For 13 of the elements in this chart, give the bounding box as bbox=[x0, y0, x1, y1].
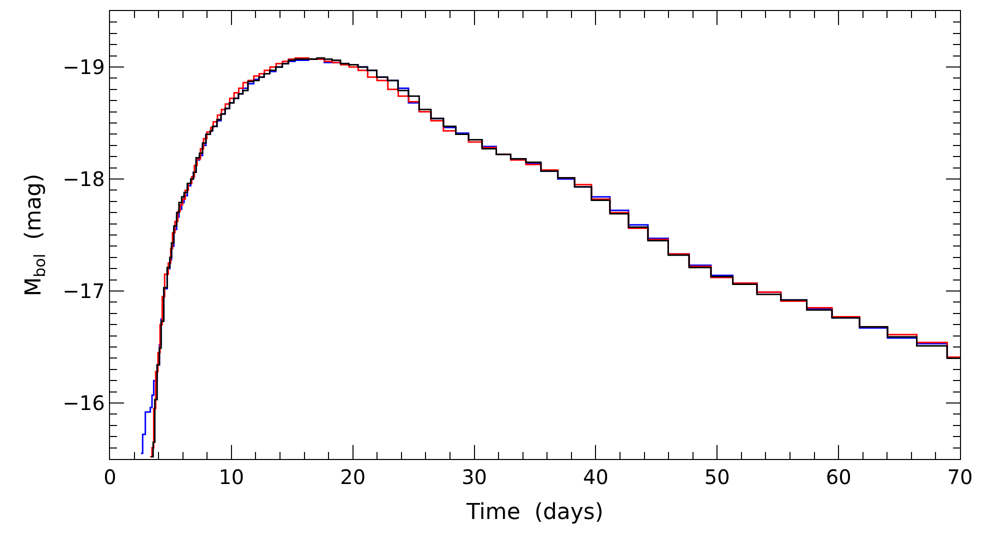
x-tick-label: 60 bbox=[826, 465, 852, 490]
x-tick-label: 0 bbox=[104, 465, 116, 490]
x-tick-label: 30 bbox=[462, 465, 488, 490]
y-tick-label: −16 bbox=[62, 391, 105, 415]
y-tick-label: −17 bbox=[62, 279, 105, 303]
x-tick-label: 50 bbox=[704, 465, 730, 490]
x-tick-label: 10 bbox=[218, 465, 244, 490]
x-tick-label: 20 bbox=[340, 465, 366, 490]
y-tick-label: −19 bbox=[62, 55, 105, 79]
x-tick-label: 40 bbox=[582, 465, 608, 490]
y-tick-label: −18 bbox=[62, 167, 105, 191]
x-tick-label: 70 bbox=[947, 465, 973, 490]
x-axis-title: Time (days) bbox=[466, 500, 604, 525]
